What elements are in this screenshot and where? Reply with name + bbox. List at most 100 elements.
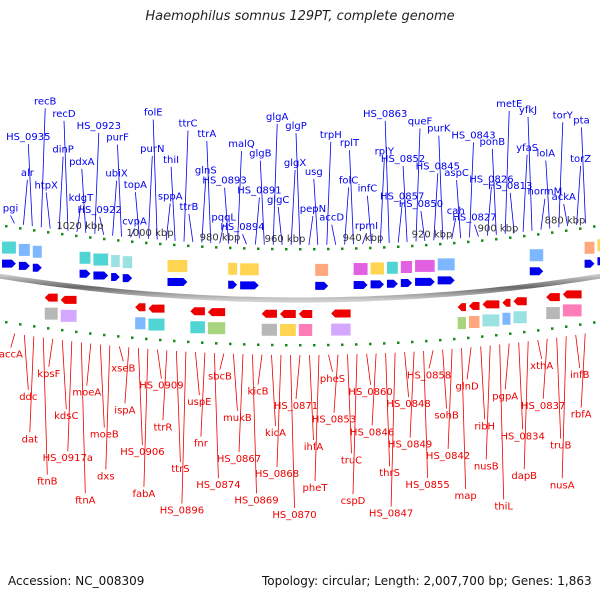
forward-gene-label: ackA <box>552 192 576 203</box>
forward-gene-label: dinP <box>52 145 74 156</box>
reverse-gene-label: HS_0853 <box>312 415 356 426</box>
gene-leader-line <box>442 349 447 409</box>
gene-leader-line <box>10 215 15 224</box>
scale-tick <box>187 340 190 344</box>
scale-tick <box>89 236 92 239</box>
gene-leader-line <box>152 119 158 240</box>
gene-leader-line <box>290 354 295 509</box>
reverse-gene-label: kpsF <box>37 369 60 380</box>
feature-box <box>79 251 91 264</box>
gene-leader-line <box>147 155 153 239</box>
feature-box <box>315 263 329 276</box>
feature-box <box>457 317 466 330</box>
gene-leader-line <box>522 154 528 232</box>
gene-leader-line <box>105 345 111 470</box>
feature-box <box>18 243 30 256</box>
reverse-gene-label: pgpA <box>492 392 518 403</box>
feature-box <box>415 259 435 272</box>
forward-gene-label: HS_0935 <box>6 132 50 143</box>
gene-leader-line <box>224 187 229 244</box>
forward-gene-label: usg <box>305 167 323 178</box>
gene-leader-line <box>117 144 122 237</box>
scale-tick <box>551 327 554 330</box>
forward-gene-label: topA <box>124 180 147 191</box>
forward-gene-arrow <box>2 259 16 268</box>
gene-leader-line <box>143 348 149 487</box>
scale-tick <box>425 339 428 343</box>
scale-tick <box>19 323 22 326</box>
feature-box <box>60 309 77 322</box>
feature-box <box>228 262 238 275</box>
genome-backbone <box>0 273 600 303</box>
gene-leader-line <box>509 192 515 233</box>
gene-leader-line <box>326 141 332 245</box>
gene-leader-line <box>404 352 409 398</box>
scale-tick <box>341 247 344 251</box>
gene-leader-line <box>523 341 529 470</box>
gene-leader-line <box>438 135 444 240</box>
forward-gene-label: ttrB <box>179 202 198 213</box>
gene-leader-line <box>415 128 421 242</box>
gene-leader-line <box>527 116 533 231</box>
gene-leader-line <box>42 337 48 475</box>
gene-leader-line <box>371 353 377 426</box>
forward-gene-arrow <box>415 277 435 286</box>
gene-leader-line <box>80 342 86 494</box>
scale-tick <box>19 227 22 230</box>
gene-leader-line <box>423 350 428 479</box>
gene-leader-line <box>487 186 492 236</box>
forward-gene-label: torZ <box>570 154 591 165</box>
scale-tick <box>467 336 470 340</box>
forward-gene-label: HS_0826 <box>469 175 513 186</box>
scale-tick <box>495 237 498 241</box>
scale-tick <box>439 338 442 342</box>
forward-gene-label: glgB <box>249 149 271 160</box>
feature-box <box>261 323 277 336</box>
feature-box <box>386 261 398 274</box>
reverse-gene-label: thrS <box>379 468 400 479</box>
scale-label: 880 kbp <box>545 215 586 226</box>
forward-gene-label: HS_0923 <box>77 121 121 132</box>
forward-gene-label: torY <box>553 110 574 121</box>
gene-leader-line <box>542 338 548 399</box>
gene-leader-line <box>349 150 354 245</box>
reverse-gene-label: HS_0869 <box>234 495 278 506</box>
scale-tick <box>411 244 414 248</box>
scale-tick <box>411 340 414 344</box>
scale-tick <box>103 237 106 241</box>
gene-leader-line <box>344 187 349 245</box>
forward-gene-label: pqqL <box>211 212 236 223</box>
reverse-gene-label: HS_0848 <box>386 399 430 410</box>
reverse-gene-label: HS_0860 <box>348 387 392 398</box>
forward-gene-label: trpH <box>320 130 342 141</box>
reverse-gene-label: rbfA <box>571 410 592 421</box>
feature-box <box>93 253 109 266</box>
reverse-gene-label: HS_0909 <box>139 381 183 392</box>
reverse-gene-label: nusA <box>550 480 575 491</box>
forward-gene-label: yfkJ <box>519 105 537 116</box>
gene-leader-line <box>259 160 265 245</box>
scale-tick <box>523 330 526 334</box>
forward-gene-label: ttrA <box>197 129 216 140</box>
forward-gene-arrow <box>400 279 413 288</box>
forward-gene-label: ponB <box>479 137 505 148</box>
gene-leader-line <box>45 192 51 229</box>
forward-gene-arrow <box>315 281 329 290</box>
forward-gene-label: glgC <box>267 195 289 206</box>
scale-tick <box>509 236 512 239</box>
gene-leader-line <box>157 349 162 379</box>
feature-box <box>468 315 480 328</box>
scale-tick <box>593 321 596 324</box>
scale-tick <box>537 233 540 236</box>
forward-gene-arrow <box>18 261 30 270</box>
reverse-gene-label: kdsC <box>54 411 78 422</box>
gene-leader-line <box>295 132 301 246</box>
gene-leader-line <box>61 340 67 410</box>
feature-box <box>298 323 313 336</box>
scale-tick <box>75 330 78 334</box>
scale-tick <box>523 234 526 238</box>
gene-leader-line <box>86 343 92 386</box>
gene-leader-line <box>10 333 16 348</box>
forward-gene-arrow <box>240 281 259 290</box>
gene-leader-line <box>328 354 333 372</box>
